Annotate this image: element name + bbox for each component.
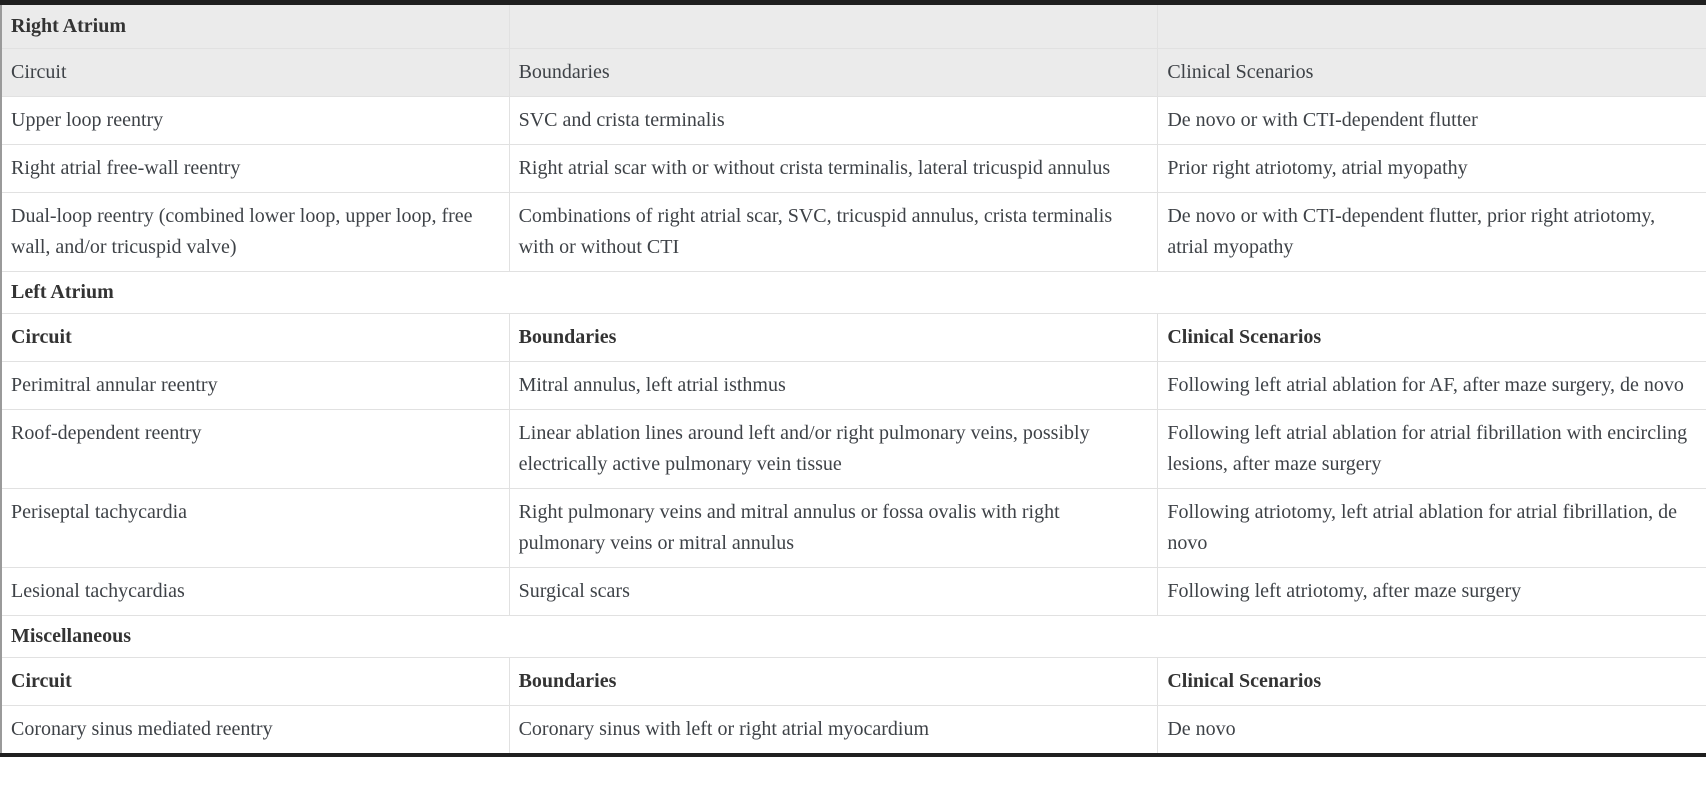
column-header-row: Circuit Boundaries Clinical Scenarios [0,313,1706,362]
table-cell: Dual-loop reentry (combined lower loop, … [0,192,510,272]
section-title-row: Miscellaneous [1,615,1706,658]
table-cell: De novo or with CTI-dependent flutter, p… [1157,192,1706,272]
table-cell: Periseptal tachycardia [0,488,510,568]
column-header-circuit: Circuit [0,657,510,706]
table-cell: Following left atrial ablation for AF, a… [1157,361,1706,410]
section-title-spacer-cell [1157,2,1706,49]
table-cell: SVC and crista terminalis [508,96,1159,145]
table-cell: Roof-dependent reentry [0,409,510,489]
column-header-circuit: Circuit [0,48,510,97]
table-cell: Following left atriotomy, after maze sur… [1157,567,1706,616]
column-header-clinical: Clinical Scenarios [1157,657,1706,706]
section-title: Left Atrium [1,271,1706,314]
table-cell: Right atrial scar with or without crista… [508,144,1159,193]
section-title-row: Right Atrium [0,2,1706,49]
table-cell: Surgical scars [508,567,1159,616]
table-body: Right Atrium Circuit Boundaries Clinical Sc… [0,2,1706,756]
table-cell: De novo or with CTI-dependent flutter [1157,96,1706,145]
column-header-clinical: Clinical Scenarios [1157,313,1706,362]
table-row: Right atrial free-wall reentry Right atri… [0,144,1706,193]
section-title: Miscellaneous [1,615,1706,658]
section-title: Right Atrium [0,2,510,49]
table-row: Lesional tachycardias Surgical scars Follo… [0,567,1706,616]
column-header-boundaries: Boundaries [508,313,1159,362]
table-cell: De novo [1157,705,1706,756]
column-header-row: Circuit Boundaries Clinical Scenarios [0,48,1706,97]
section-title-spacer-cell [508,2,1159,49]
atrial-tachycardia-circuits-table: Right Atrium Circuit Boundaries Clinical Sc… [0,0,1706,757]
column-header-clinical: Clinical Scenarios [1157,48,1706,97]
table-row: Upper loop reentry SVC and crista termina… [0,96,1706,145]
table-cell: Prior right atriotomy, atrial myopathy [1157,144,1706,193]
table-row: Roof-dependent reentry Linear ablation li… [0,409,1706,489]
table-cell: Right pulmonary veins and mitral annulus… [508,488,1159,568]
column-header-boundaries: Boundaries [508,657,1159,706]
table-row: Periseptal tachycardia Right pulmonary ve… [0,488,1706,568]
column-header-row: Circuit Boundaries Clinical Scenarios [0,657,1706,706]
table-cell: Coronary sinus with left or right atrial… [508,705,1159,756]
table-cell: Coronary sinus mediated reentry [0,705,510,756]
column-header-circuit: Circuit [0,313,510,362]
table-cell: Following left atrial ablation for atria… [1157,409,1706,489]
table-cell: Linear ablation lines around left and/or… [508,409,1159,489]
table-cell: Mitral annulus, left atrial isthmus [508,361,1159,410]
table-cell: Upper loop reentry [0,96,510,145]
column-header-boundaries: Boundaries [508,48,1159,97]
table-row: Dual-loop reentry (combined lower loop, … [0,192,1706,272]
table-row: Perimitral annular reentry Mitral annulus… [0,361,1706,410]
table-cell: Lesional tachycardias [0,567,510,616]
section-title-row: Left Atrium [1,271,1706,314]
table-cell: Right atrial free-wall reentry [0,144,510,193]
table-cell: Following atriotomy, left atrial ablatio… [1157,488,1706,568]
table-row: Coronary sinus mediated reentry Coronary … [0,705,1706,756]
table-cell: Combinations of right atrial scar, SVC, … [508,192,1159,272]
table-cell: Perimitral annular reentry [0,361,510,410]
